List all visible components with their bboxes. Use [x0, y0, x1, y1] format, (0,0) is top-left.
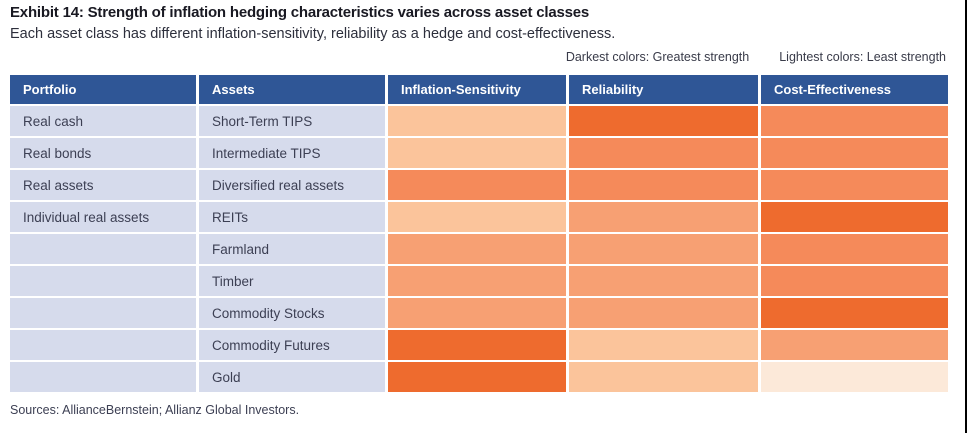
- cost-effectiveness-cell: [761, 138, 948, 168]
- portfolio-cell: Real cash: [10, 106, 196, 136]
- portfolio-cell: Individual real assets: [10, 202, 196, 232]
- reliability-cell: [569, 298, 758, 328]
- portfolio-cell: [10, 234, 196, 264]
- cost-effectiveness-cell: [761, 330, 948, 360]
- cost-effectiveness-cell: [761, 362, 948, 392]
- header-cell-reliability: Reliability: [569, 75, 758, 104]
- reliability-cell: [569, 330, 758, 360]
- sources-note: Sources: AllianceBernstein; Allianz Glob…: [10, 403, 300, 417]
- cost-effectiveness-cell: [761, 202, 948, 232]
- color-strength-legend: Darkest colors: Greatest strength Lighte…: [566, 50, 946, 64]
- asset-cell: Short-Term TIPS: [199, 106, 385, 136]
- asset-cell: Farmland: [199, 234, 385, 264]
- legend-darkest-label: Darkest colors: Greatest strength: [565, 50, 750, 64]
- asset-cell: Timber: [199, 266, 385, 296]
- reliability-cell: [569, 170, 758, 200]
- reliability-cell: [569, 362, 758, 392]
- asset-cell: Diversified real assets: [199, 170, 385, 200]
- exhibit-subtitle: Each asset class has different inflation…: [10, 26, 616, 42]
- inflation-sensitivity-cell: [388, 170, 566, 200]
- header-cell-portfolio: Portfolio: [10, 75, 196, 104]
- cost-effectiveness-cell: [761, 170, 948, 200]
- asset-cell: REITs: [199, 202, 385, 232]
- portfolio-cell: [10, 362, 196, 392]
- portfolio-cell: [10, 266, 196, 296]
- inflation-sensitivity-cell: [388, 234, 566, 264]
- inflation-sensitivity-cell: [388, 138, 566, 168]
- portfolio-cell: Real assets: [10, 170, 196, 200]
- asset-cell: Intermediate TIPS: [199, 138, 385, 168]
- reliability-cell: [569, 138, 758, 168]
- inflation-sensitivity-cell: [388, 330, 566, 360]
- asset-cell: Gold: [199, 362, 385, 392]
- portfolio-cell: Real bonds: [10, 138, 196, 168]
- asset-cell: Commodity Futures: [199, 330, 385, 360]
- reliability-cell: [569, 234, 758, 264]
- exhibit-title: Exhibit 14: Strength of inflation hedgin…: [10, 4, 590, 21]
- inflation-sensitivity-cell: [388, 106, 566, 136]
- inflation-hedging-heatmap-table: Portfolio Assets Inflation-Sensitivity R…: [10, 75, 948, 392]
- portfolio-cell: [10, 298, 196, 328]
- inflation-sensitivity-cell: [388, 202, 566, 232]
- reliability-cell: [569, 106, 758, 136]
- reliability-cell: [569, 202, 758, 232]
- reliability-cell: [569, 266, 758, 296]
- header-cell-inflation-sensitivity: Inflation-Sensitivity: [388, 75, 566, 104]
- legend-lightest-label: Lightest colors: Least strength: [779, 50, 946, 64]
- header-cell-assets: Assets: [199, 75, 385, 104]
- cost-effectiveness-cell: [761, 234, 948, 264]
- inflation-sensitivity-cell: [388, 362, 566, 392]
- cost-effectiveness-cell: [761, 298, 948, 328]
- cost-effectiveness-cell: [761, 106, 948, 136]
- portfolio-cell: [10, 330, 196, 360]
- header-cell-cost-effectiveness: Cost-Effectiveness: [761, 75, 948, 104]
- cost-effectiveness-cell: [761, 266, 948, 296]
- asset-cell: Commodity Stocks: [199, 298, 385, 328]
- inflation-sensitivity-cell: [388, 298, 566, 328]
- page-frame-right-border: [965, 0, 967, 433]
- inflation-sensitivity-cell: [388, 266, 566, 296]
